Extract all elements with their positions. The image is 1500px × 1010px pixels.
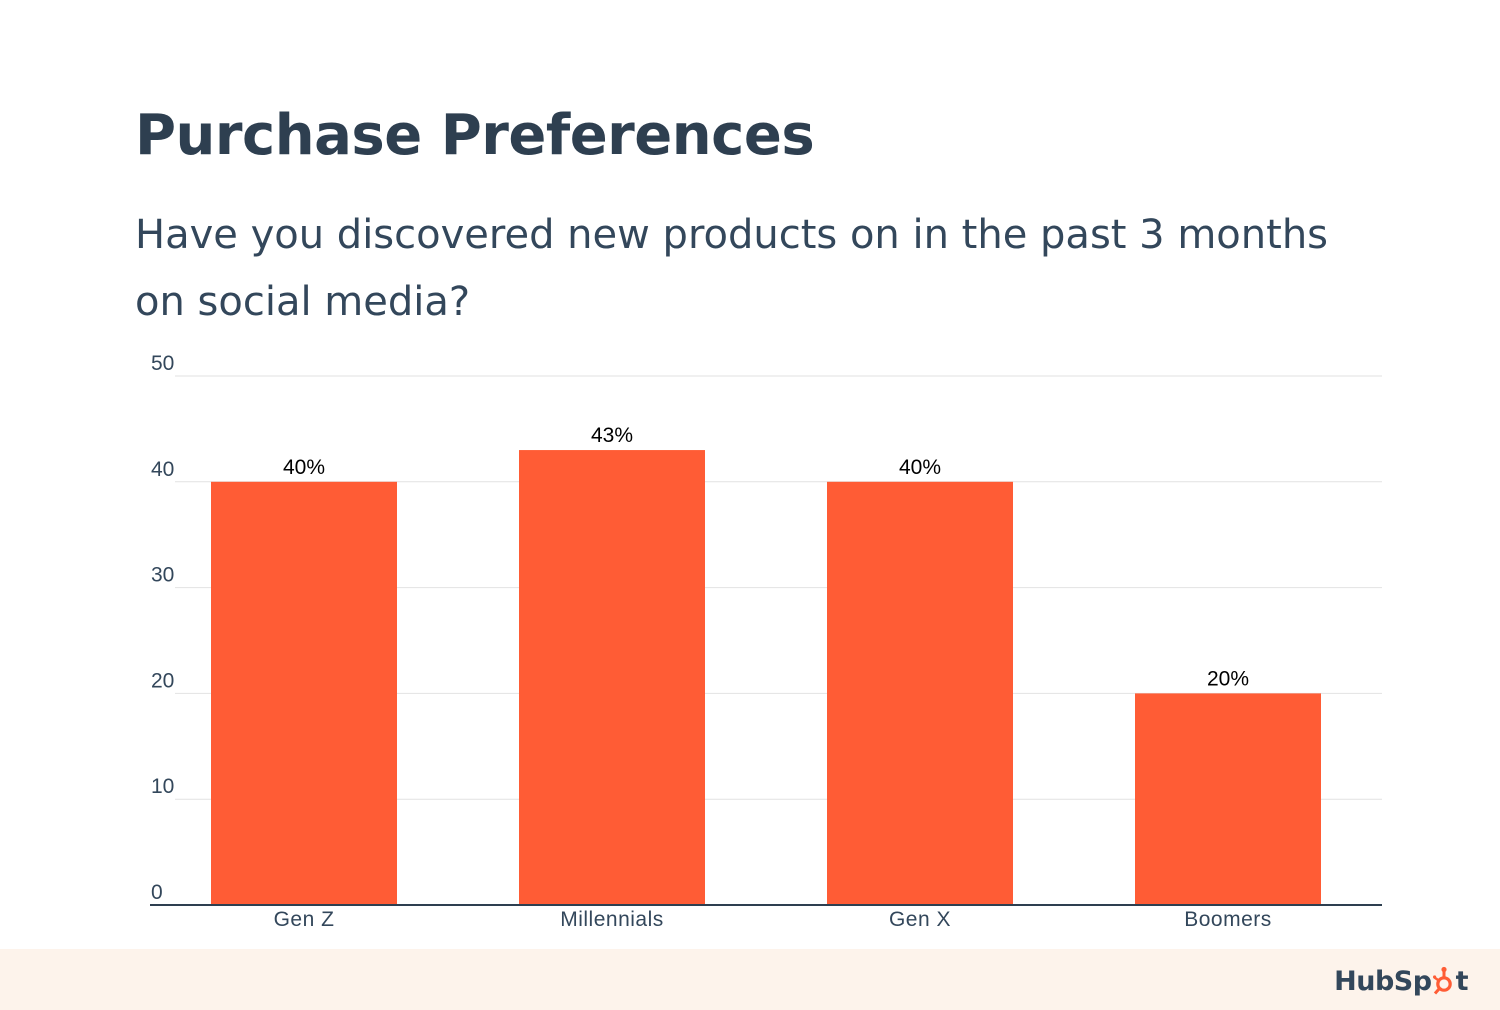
chart-subtitle: Have you discovered new products on in t… <box>135 212 1329 325</box>
data-label: 43% <box>591 424 633 447</box>
data-label: 40% <box>899 456 941 479</box>
y-axis-ticks: 0 10 20 30 40 50 <box>151 352 174 904</box>
x-tick-label: Gen X <box>889 908 951 931</box>
x-tick-label: Millennials <box>560 908 664 931</box>
data-label: 20% <box>1207 667 1249 690</box>
bar <box>827 481 1013 905</box>
hubspot-logo: HubSp t <box>1334 961 1468 1001</box>
data-labels: 40% 43% 40% 20% <box>283 424 1249 690</box>
y-tick-label: 0 <box>151 881 163 904</box>
bar-chart: 0 10 20 30 40 50 40% 43% 40% 20% Gen Z Millennial… <box>150 352 1382 931</box>
sprocket-icon <box>1432 966 1452 995</box>
y-tick-label: 50 <box>151 352 174 375</box>
logo-text-hub: HubSp <box>1334 965 1432 997</box>
y-tick-label: 10 <box>151 775 174 798</box>
x-axis-ticks: Gen Z Millennials Gen X Boomers <box>274 908 1272 931</box>
footer-bar: HubSp t <box>0 949 1500 1010</box>
bar <box>519 450 705 905</box>
bar <box>211 481 397 905</box>
data-label: 40% <box>283 456 325 479</box>
x-tick-label: Gen Z <box>274 908 335 931</box>
y-tick-label: 30 <box>151 564 174 587</box>
logo-text-t: t <box>1455 965 1469 997</box>
y-tick-label: 20 <box>151 669 174 692</box>
y-tick-label: 40 <box>151 458 174 481</box>
bar <box>1135 693 1321 905</box>
chart-title: Purchase Preferences <box>135 103 815 168</box>
bars <box>211 450 1321 905</box>
x-tick-label: Boomers <box>1184 908 1272 931</box>
